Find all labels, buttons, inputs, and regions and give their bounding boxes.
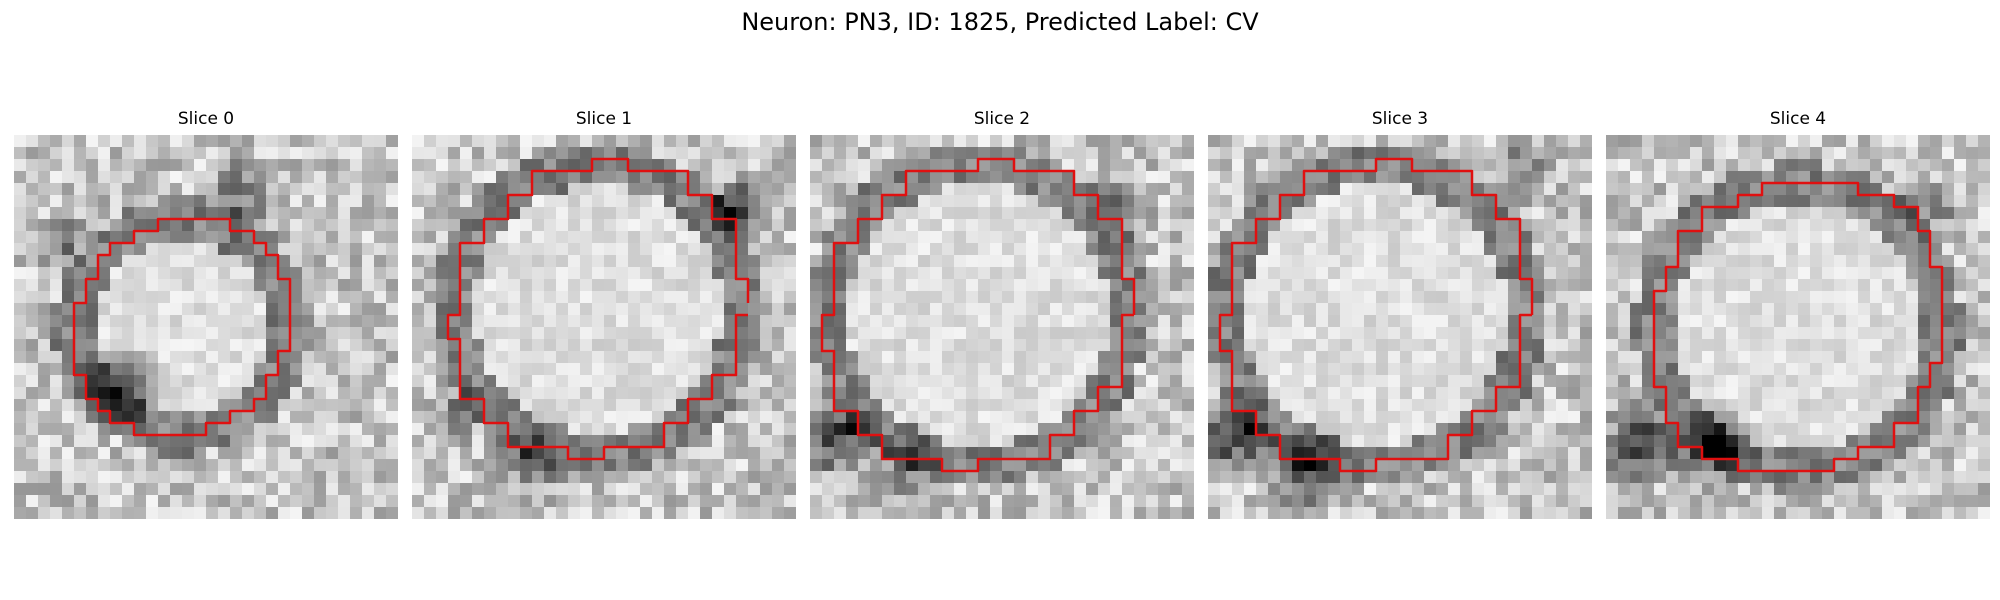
slice-panel-1: Slice 1	[412, 108, 796, 519]
segmentation-contour	[446, 157, 750, 461]
segmentation-contour	[820, 157, 1136, 473]
figure-title: Neuron: PN3, ID: 1825, Predicted Label: …	[741, 8, 1259, 36]
slice-title: Slice 0	[177, 109, 235, 129]
slice-title: Slice 3	[1371, 109, 1429, 129]
slice-image	[14, 135, 398, 519]
slice-image	[1606, 135, 1990, 519]
segmentation-contour	[72, 217, 292, 437]
slice-panel-2: Slice 2	[810, 108, 1194, 519]
slice-image	[1208, 135, 1592, 519]
slice-image	[810, 135, 1194, 519]
segmentation-contour	[1652, 181, 1944, 473]
segmentation-contour	[1218, 157, 1534, 473]
slice-title: Slice 2	[973, 109, 1031, 129]
slice-panel-4: Slice 4	[1606, 108, 1990, 519]
slice-title: Slice 1	[575, 109, 633, 129]
slice-image	[412, 135, 796, 519]
slice-panel-0: Slice 0	[14, 108, 398, 519]
slice-panel-3: Slice 3	[1208, 108, 1592, 519]
slice-title: Slice 4	[1769, 109, 1827, 129]
